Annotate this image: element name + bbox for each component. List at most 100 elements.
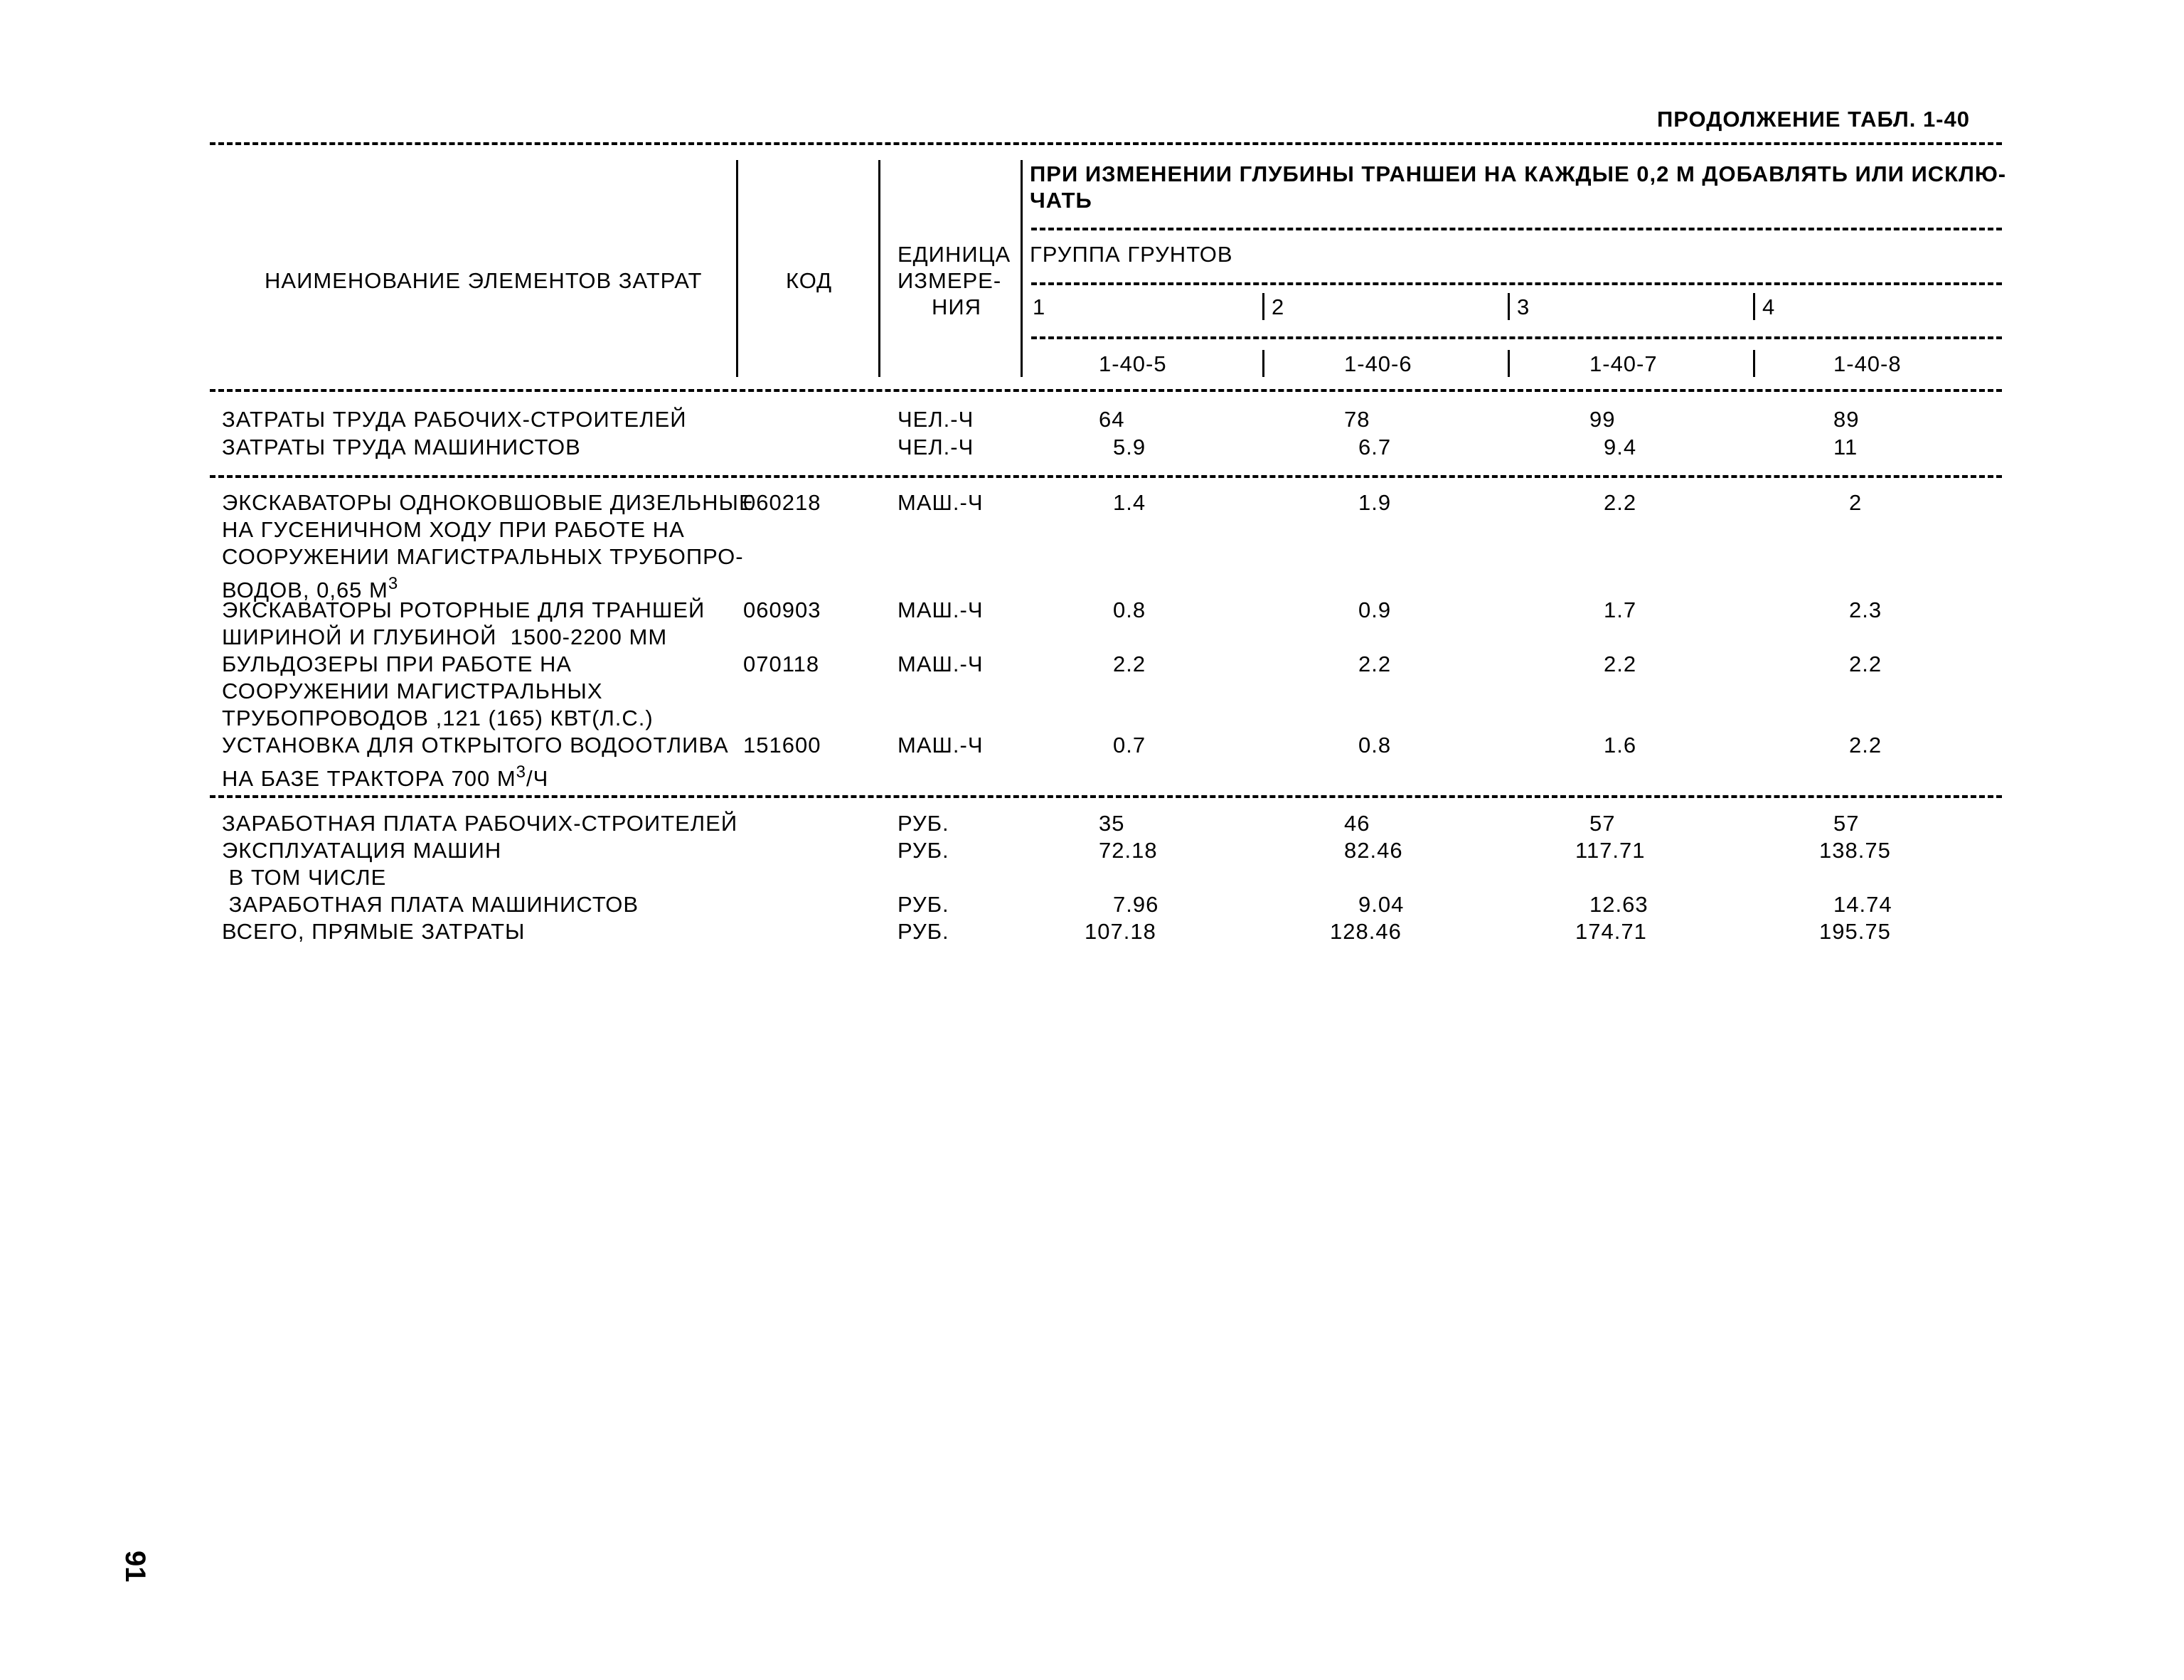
machine-3-v4: 2.2 [1849,652,1882,676]
span-title-line-1: ПРИ ИЗМЕНЕНИИ ГЛУБИНЫ ТРАНШЕИ НА КАЖДЫЕ … [1030,161,2007,186]
machine-1-name-line-2: НА ГУСЕНИЧНОМ ХОДУ ПРИ РАБОТЕ НА [222,517,685,542]
rule-after-labor [210,475,2002,478]
group-divider-2 [1262,293,1264,320]
machine-2-v3: 1.7 [1604,597,1637,622]
machine-1-unit: МАШ.-Ч [897,490,984,515]
totals-4-name: ЗАРАБОТНАЯ ПЛАТА МАШИНИСТОВ [222,892,639,917]
machine-1-v2: 1.9 [1358,490,1392,515]
rule-top [210,142,2002,145]
labor-row-1-v1: 64 [1099,407,1125,432]
labor-row-2-v2: 6.7 [1358,435,1392,459]
totals-5-name: ВСЕГО, ПРЯМЫЕ ЗАТРАТЫ [222,919,526,944]
machine-4-name-text: НА БАЗЕ ТРАКТОРА 700 М [222,766,516,791]
machine-2-v4: 2.3 [1849,597,1882,622]
group-1: 1 [1033,294,1046,319]
code-divider-2 [1262,350,1264,377]
header-code-col: КОД [786,268,833,293]
header-unit-line-3: НИЯ [932,294,982,319]
totals-2-v4: 138.75 [1819,838,1891,863]
machine-3-code: 070118 [743,652,820,676]
totals-5-unit: РУБ. [897,919,949,944]
totals-1-v4: 57 [1833,811,1860,836]
machine-4-name-line-2: НА БАЗЕ ТРАКТОРА 700 М3/Ч [222,760,548,792]
totals-3-name: В ТОМ ЧИСЛЕ [222,865,387,890]
rule-under-soil-group [1031,282,2002,285]
page-number: 91 [119,1551,151,1583]
machine-2-v1: 0.8 [1113,597,1146,622]
machine-4-code: 151600 [743,733,821,757]
machine-3-unit: МАШ.-Ч [897,652,984,676]
machine-3-name-line-2: СООРУЖЕНИИ МАГИСТРАЛЬНЫХ [222,679,603,703]
table-caption: ПРОДОЛЖЕНИЕ ТАБЛ. 1-40 [1657,107,1970,132]
totals-2-name: ЭКСПЛУАТАЦИЯ МАШИН [222,838,502,863]
labor-row-2-unit: ЧЕЛ.-Ч [897,435,974,459]
machine-1-superscript: 3 [388,574,399,593]
code-divider-4 [1753,350,1755,377]
totals-4-v3: 12.63 [1589,892,1648,917]
soil-group-label: ГРУППА ГРУНТОВ [1030,242,1233,267]
code-1-40-6: 1-40-6 [1344,351,1412,376]
labor-row-1-name: ЗАТРАТЫ ТРУДА РАБОЧИХ-СТРОИТЕЛЕЙ [222,407,687,432]
machine-1-v3: 2.2 [1604,490,1637,515]
totals-1-v3: 57 [1589,811,1616,836]
rule-under-groups [1031,336,2002,339]
header-divider-code-unit [878,160,880,377]
totals-5-v2: 128.46 [1330,919,1402,944]
header-divider-name-code [736,160,738,377]
machine-4-v4: 2.2 [1849,733,1882,757]
machine-1-code: 060218 [743,490,821,515]
totals-1-v2: 46 [1344,811,1370,836]
labor-row-1-v4: 89 [1833,407,1860,432]
machine-1-name-line-1: ЭКСКАВАТОРЫ ОДНОКОВШОВЫЕ ДИЗЕЛЬНЫЕ [222,490,755,515]
totals-4-v1: 7.96 [1113,892,1159,917]
totals-2-v1: 72.18 [1099,838,1158,863]
totals-1-unit: РУБ. [897,811,949,836]
rule-span-under-title [1031,228,2002,230]
machine-2-name-line-1: ЭКСКАВАТОРЫ РОТОРНЫЕ ДЛЯ ТРАНШЕЙ [222,597,705,622]
machine-1-name-line-3: СООРУЖЕНИИ МАГИСТРАЛЬНЫХ ТРУБОПРО- [222,544,744,569]
code-1-40-8: 1-40-8 [1833,351,1902,376]
machine-4-v3: 1.6 [1604,733,1637,757]
totals-1-name: ЗАРАБОТНАЯ ПЛАТА РАБОЧИХ-СТРОИТЕЛЕЙ [222,811,738,836]
labor-row-1-unit: ЧЕЛ.-Ч [897,407,974,432]
group-3: 3 [1517,294,1530,319]
machine-1-v1: 1.4 [1113,490,1146,515]
machine-4-name-suffix: /Ч [526,766,549,791]
totals-4-unit: РУБ. [897,892,949,917]
machine-4-unit: МАШ.-Ч [897,733,984,757]
rule-after-machines [210,795,2002,798]
totals-5-v1: 107.18 [1085,919,1156,944]
group-4: 4 [1762,294,1776,319]
totals-5-v4: 195.75 [1819,919,1891,944]
machine-2-unit: МАШ.-Ч [897,597,984,622]
labor-row-2-v4: 11 [1833,435,1858,459]
machine-3-name-line-3: ТРУБОПРОВОДОВ ,121 (165) КВТ(Л.С.) [222,706,654,730]
header-unit-line-2: ИЗМЕРЕ- [897,268,1002,293]
labor-row-1-v2: 78 [1344,407,1370,432]
totals-4-v4: 14.74 [1833,892,1892,917]
totals-2-v2: 82.46 [1344,838,1403,863]
machine-3-v2: 2.2 [1358,652,1392,676]
machine-4-v1: 0.7 [1113,733,1146,757]
span-title-line-2: ЧАТЬ [1030,188,1092,213]
code-1-40-7: 1-40-7 [1589,351,1658,376]
rule-header-bottom [210,389,2002,392]
group-divider-4 [1753,293,1755,320]
machine-3-name-line-1: БУЛЬДОЗЕРЫ ПРИ РАБОТЕ НА [222,652,572,676]
machine-3-v3: 2.2 [1604,652,1637,676]
machine-2-name-line-2: ШИРИНОЙ И ГЛУБИНОЙ 1500-2200 ММ [222,624,668,649]
machine-4-name-line-1: УСТАНОВКА ДЛЯ ОТКРЫТОГО ВОДООТЛИВА [222,733,729,757]
machine-4-superscript: 3 [516,762,527,782]
totals-2-unit: РУБ. [897,838,949,863]
machine-1-name-line-4: ВОДОВ, 0,65 М3 [222,571,398,603]
labor-row-2-v3: 9.4 [1604,435,1637,459]
machine-2-v2: 0.9 [1358,597,1392,622]
machine-1-v4: 2 [1849,490,1863,515]
header-name-col: НАИМЕНОВАНИЕ ЭЛЕМЕНТОВ ЗАТРАТ [265,268,703,293]
labor-row-2-name: ЗАТРАТЫ ТРУДА МАШИНИСТОВ [222,435,581,459]
machine-2-code: 060903 [743,597,821,622]
code-divider-3 [1508,350,1510,377]
code-1-40-5: 1-40-5 [1099,351,1167,376]
header-unit-line-1: ЕДИНИЦА [897,242,1011,267]
machine-4-v2: 0.8 [1358,733,1392,757]
